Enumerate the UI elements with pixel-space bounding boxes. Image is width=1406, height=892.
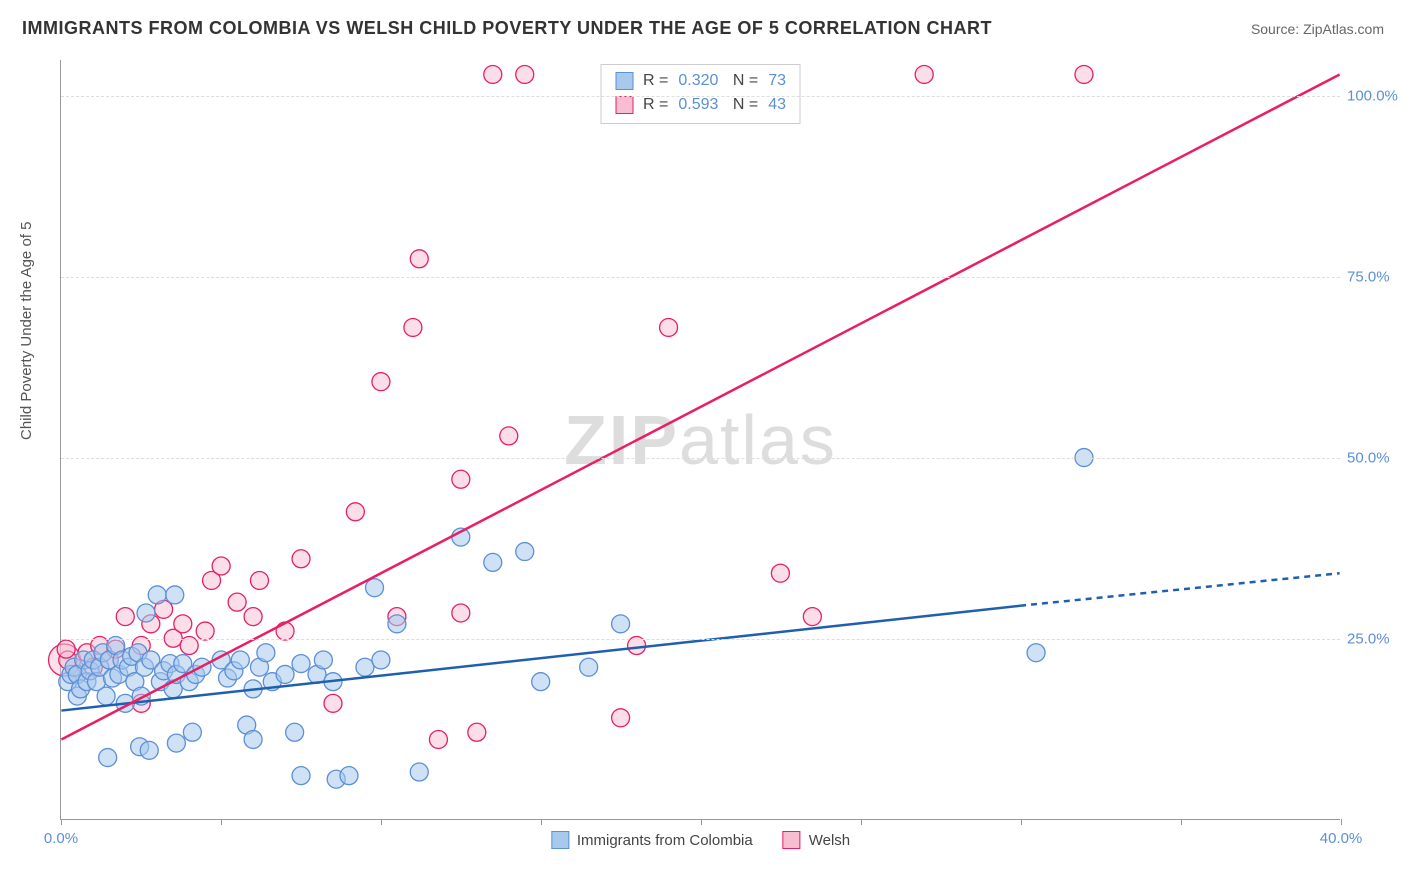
data-point	[532, 673, 550, 691]
data-point	[257, 644, 275, 662]
data-point	[346, 503, 364, 521]
data-point	[516, 543, 534, 561]
data-point	[244, 608, 262, 626]
data-point	[250, 571, 268, 589]
data-point	[166, 586, 184, 604]
plot-area: ZIPatlas R =0.320 N =73 R =0.593 N =43 I…	[60, 60, 1340, 820]
data-point	[484, 553, 502, 571]
data-point	[148, 586, 166, 604]
data-point	[286, 723, 304, 741]
legend-swatch-0	[615, 72, 633, 90]
data-point	[292, 767, 310, 785]
legend-label: Welsh	[809, 832, 850, 849]
data-point	[137, 604, 155, 622]
data-point	[771, 564, 789, 582]
data-point	[167, 734, 185, 752]
chart-header: IMMIGRANTS FROM COLOMBIA VS WELSH CHILD …	[22, 18, 1384, 39]
data-point	[410, 763, 428, 781]
data-point	[452, 470, 470, 488]
gridline-h	[61, 458, 1340, 459]
y-tick-label: 25.0%	[1347, 631, 1402, 648]
data-point	[231, 651, 249, 669]
x-tick-mark	[1021, 819, 1022, 825]
data-point	[372, 651, 390, 669]
data-point	[292, 655, 310, 673]
x-tick-mark	[61, 819, 62, 825]
gridline-h	[61, 277, 1340, 278]
x-tick-label: 40.0%	[1320, 830, 1363, 847]
data-point	[580, 658, 598, 676]
data-point	[803, 608, 821, 626]
data-point	[174, 615, 192, 633]
data-point	[1027, 644, 1045, 662]
x-tick-mark	[221, 819, 222, 825]
data-point	[612, 615, 630, 633]
gridline-h	[61, 96, 1340, 97]
y-tick-label: 75.0%	[1347, 269, 1402, 286]
regression-line-extrapolated	[1020, 573, 1340, 606]
data-point	[183, 723, 201, 741]
data-point	[116, 608, 134, 626]
data-point	[292, 550, 310, 568]
legend-label: Immigrants from Colombia	[577, 832, 753, 849]
source-attribution: Source: ZipAtlas.com	[1251, 21, 1384, 37]
data-point	[429, 730, 447, 748]
data-point	[196, 622, 214, 640]
data-point	[57, 640, 75, 658]
chart-title: IMMIGRANTS FROM COLOMBIA VS WELSH CHILD …	[22, 18, 992, 39]
data-point	[228, 593, 246, 611]
data-point	[915, 65, 933, 83]
data-point	[97, 687, 115, 705]
data-point	[314, 651, 332, 669]
x-tick-mark	[381, 819, 382, 825]
x-tick-mark	[861, 819, 862, 825]
legend-swatch-icon	[551, 831, 569, 849]
legend-item-1: Welsh	[783, 831, 850, 849]
x-tick-mark	[701, 819, 702, 825]
data-point	[1075, 65, 1093, 83]
data-point	[140, 741, 158, 759]
x-tick-label: 0.0%	[44, 830, 78, 847]
y-axis-label: Child Poverty Under the Age of 5	[18, 222, 35, 440]
data-point	[276, 665, 294, 683]
data-point	[356, 658, 374, 676]
data-point	[612, 709, 630, 727]
data-point	[660, 318, 678, 336]
data-point	[484, 65, 502, 83]
x-tick-mark	[1181, 819, 1182, 825]
data-point	[516, 65, 534, 83]
data-point	[468, 723, 486, 741]
gridline-h	[61, 639, 1340, 640]
data-point	[404, 318, 422, 336]
data-point	[388, 615, 406, 633]
data-point	[276, 622, 294, 640]
data-point	[372, 373, 390, 391]
data-point	[410, 250, 428, 268]
series-legend: Immigrants from Colombia Welsh	[551, 831, 850, 849]
data-point	[340, 767, 358, 785]
data-point	[99, 749, 117, 767]
x-tick-mark	[541, 819, 542, 825]
data-point	[452, 604, 470, 622]
x-tick-mark	[1341, 819, 1342, 825]
legend-swatch-icon	[783, 831, 801, 849]
data-point	[366, 579, 384, 597]
legend-row-series-0: R =0.320 N =73	[615, 69, 786, 93]
data-point	[212, 557, 230, 575]
data-point	[324, 694, 342, 712]
legend-swatch-1	[615, 96, 633, 114]
y-tick-label: 50.0%	[1347, 450, 1402, 467]
correlation-legend: R =0.320 N =73 R =0.593 N =43	[600, 64, 801, 124]
legend-item-0: Immigrants from Colombia	[551, 831, 753, 849]
chart-svg	[61, 60, 1340, 819]
data-point	[244, 730, 262, 748]
data-point	[500, 427, 518, 445]
y-tick-label: 100.0%	[1347, 88, 1402, 105]
